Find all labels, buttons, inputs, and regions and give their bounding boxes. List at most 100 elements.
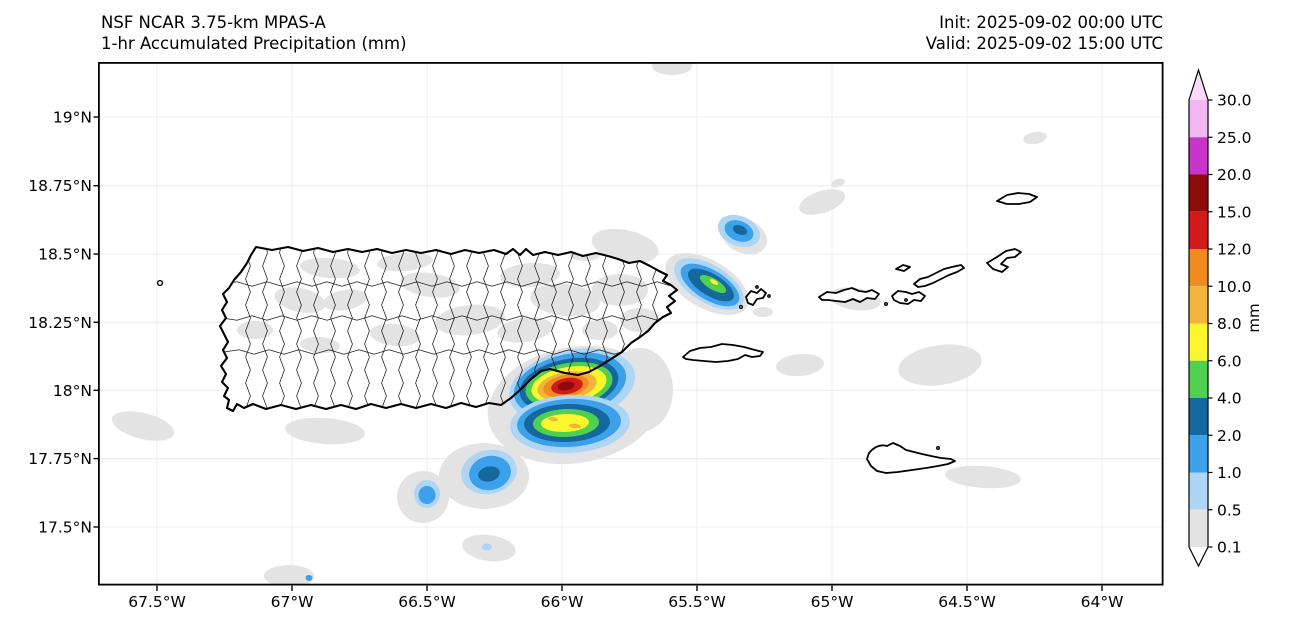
x-tick-label: 64°W — [1081, 593, 1124, 611]
colorbar-tick-label: 2.0 — [1217, 427, 1242, 445]
x-tick-label: 67.5°W — [128, 593, 186, 611]
plot-border — [98, 62, 1164, 586]
precip-cell-near-culebra-shape — [710, 279, 718, 285]
light-precip-patches-on-island-shape — [237, 321, 273, 339]
figure-title-line1: NSF NCAR 3.75-km MPAS-A — [101, 13, 326, 32]
island-outlines-shape — [767, 294, 771, 298]
colorbar-tick-label: 15.0 — [1217, 203, 1252, 221]
light-precip-patches-on-island-shape — [582, 320, 618, 340]
island-outlines-shape — [904, 298, 908, 302]
municipality-boundaries-shape — [415, 247, 421, 411]
colorbar: 30.0 25.0 20.0 15.0 12.0 10.0 8.0 6.0 4.… — [1188, 68, 1263, 568]
precip-cell-southwest-small — [397, 471, 449, 523]
island-outlines-shape — [738, 304, 744, 310]
light-precip-patches-on-island-shape — [400, 272, 460, 298]
valid-time-label: Valid: 2025-09-02 15:00 UTC — [926, 34, 1163, 53]
puerto-rico-coastline — [218, 245, 679, 413]
municipality-boundaries-shape — [364, 247, 370, 411]
precip-cell-offshore-south-shape — [569, 423, 581, 429]
colorbar-tick-label: 10.0 — [1217, 278, 1252, 296]
municipality-boundaries-shape — [262, 247, 268, 411]
colorbar-tick-label: 4.0 — [1217, 390, 1242, 408]
st-croix-island — [866, 442, 956, 474]
light-precip-patches-offshore-shape — [831, 178, 845, 188]
light-precip-patches-on-island-shape — [274, 287, 326, 313]
x-tick-label: 66°W — [541, 593, 584, 611]
colorbar-shape — [1189, 323, 1208, 361]
st-thomas-island — [818, 287, 880, 303]
light-precip-patches-offshore-shape — [482, 543, 492, 551]
precip-cell-southeast-coast-shape — [557, 381, 575, 391]
colorbar-tick-label: 12.0 — [1217, 241, 1252, 259]
colorbar-tick-label: 0.5 — [1217, 501, 1242, 519]
culebra-island — [745, 288, 767, 306]
precip-cell-offshore-south-shape — [548, 416, 558, 422]
colorbar-tick-label: 25.0 — [1217, 129, 1252, 147]
axis-tick-marks — [93, 116, 1103, 591]
precip-cell-southwest — [439, 443, 529, 509]
colorbar-tick-label: 20.0 — [1217, 166, 1252, 184]
light-precip-patches-offshore-shape — [264, 565, 314, 584]
colorbar-over-arrow — [1189, 70, 1208, 100]
colorbar-shape — [1189, 286, 1208, 324]
municipality-boundaries-shape — [313, 247, 319, 411]
light-precip-patches-on-island-shape — [497, 317, 553, 343]
precip-cell-southwest-small-shape — [418, 486, 436, 504]
light-precip-patches-offshore-shape — [305, 575, 313, 581]
precip-cell-near-culebra — [665, 253, 749, 315]
precip-cell-offshore-south — [510, 394, 630, 454]
municipality-boundaries-shape — [245, 247, 251, 411]
colorbar-shape — [1189, 174, 1208, 212]
light-precip-patches-offshore-shape — [898, 344, 982, 386]
municipality-boundaries-shape — [398, 247, 404, 411]
desecheo-island — [156, 279, 164, 287]
y-axis-labels: 19°N 18.75°N 18.5°N 18.25°N 18°N 17.75°N… — [28, 109, 92, 537]
colorbar-shape — [1189, 435, 1208, 473]
colorbar-shape — [1189, 211, 1208, 249]
municipality-boundaries-shape — [347, 247, 353, 411]
jost-van-dyke-island — [895, 264, 911, 272]
light-precip-patches-on-island-shape — [530, 283, 600, 317]
y-tick-label: 18.5°N — [38, 246, 92, 264]
municipality-boundaries-shape — [449, 247, 455, 411]
light-precip-patches-offshore-shape — [591, 228, 659, 264]
island-outlines-shape — [936, 446, 941, 451]
light-precip-patches-offshore-shape — [652, 63, 692, 75]
tortola-island — [913, 264, 965, 288]
x-tick-label: 65.5°W — [668, 593, 726, 611]
island-outlines — [156, 192, 1038, 474]
colorbar-tick-label: 0.1 — [1217, 539, 1242, 557]
y-tick-label: 19°N — [53, 109, 92, 127]
precip-cell-north-of-culebra — [717, 214, 767, 255]
municipality-boundaries-shape — [279, 247, 285, 411]
municipality-boundaries-shape — [221, 315, 673, 321]
municipality-boundaries-shape — [223, 349, 675, 355]
colorbar-tick-marks — [1208, 99, 1213, 548]
figure-title-line2: 1-hr Accumulated Precipitation (mm) — [101, 34, 407, 53]
colorbar-unit-label: mm — [1245, 303, 1263, 332]
y-tick-label: 18.25°N — [28, 314, 92, 332]
light-precip-patches-on-island-shape — [323, 289, 367, 311]
municipality-boundaries-shape — [483, 247, 489, 411]
municipality-boundaries-shape — [466, 247, 472, 411]
x-tick-label: 67°W — [271, 593, 314, 611]
y-tick-label: 18.75°N — [28, 177, 92, 195]
light-precip-patches-offshore-shape — [776, 353, 824, 377]
precip-cell-southwest-shape — [478, 466, 500, 482]
virgin-gorda-island — [986, 248, 1022, 273]
municipality-boundaries-shape — [432, 247, 438, 411]
light-precip-patches-on-island-shape — [500, 262, 560, 288]
init-time-label: Init: 2025-09-02 00:00 UTC — [939, 13, 1163, 32]
light-precip-patches-on-island-shape — [300, 257, 360, 279]
colorbar-shape — [1189, 398, 1208, 436]
island-outlines-shape — [884, 302, 889, 307]
colorbar-shape — [1189, 360, 1208, 398]
colorbar-shape — [1189, 472, 1208, 510]
anegada-island — [996, 192, 1038, 205]
light-precip-patches-offshore-shape — [753, 307, 773, 317]
light-precip-patches-offshore-shape — [798, 189, 846, 215]
municipality-boundaries-shape — [330, 247, 336, 411]
municipality-boundaries-shape — [296, 247, 302, 411]
